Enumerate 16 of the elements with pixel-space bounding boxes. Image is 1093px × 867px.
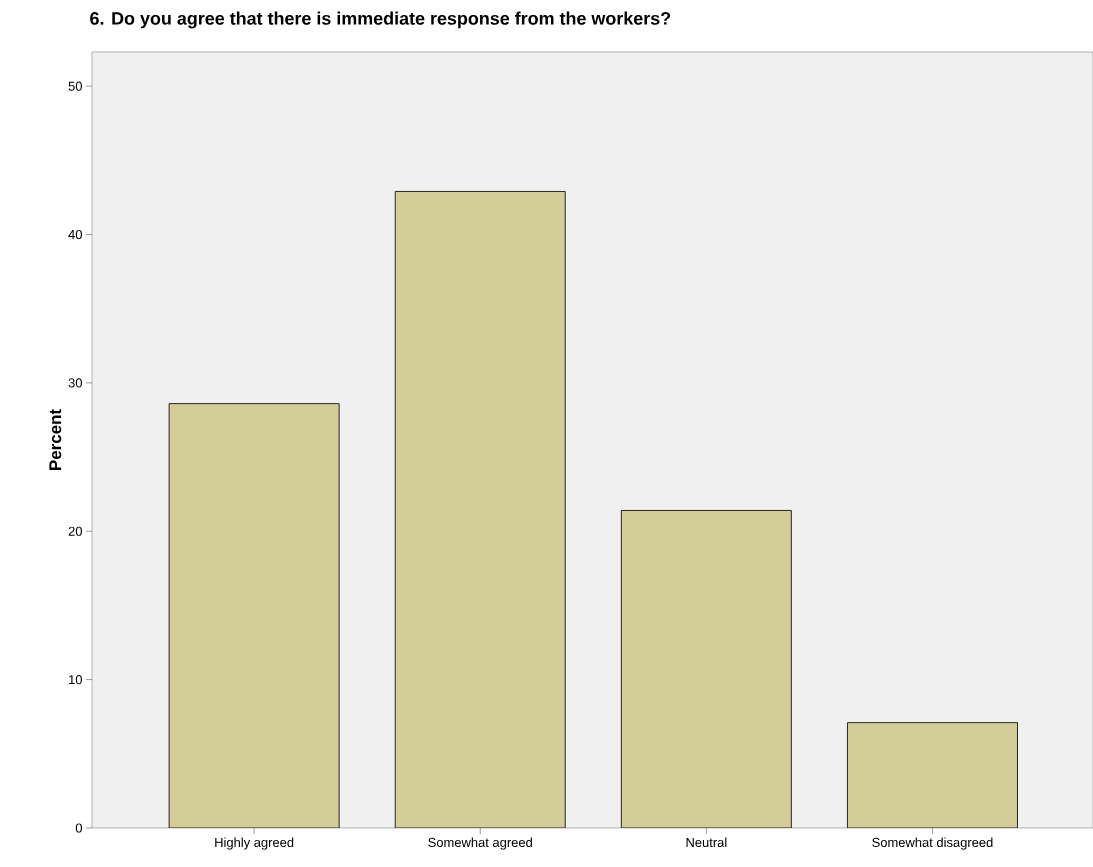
bar [620,509,792,828]
bar [394,190,566,828]
x-tick-label: Highly agreed [215,837,294,850]
bar [169,403,340,828]
y-tick-label: 40 [68,229,82,240]
y-tick-label: 10 [69,675,82,685]
bar [846,722,1018,828]
y-tick-label: 20 [68,526,82,536]
y-axis-title: Percent [49,409,62,470]
x-tick-label: Somewhat disagreed [872,837,993,850]
x-tick-label: Neutral [686,837,727,848]
y-tick-label: 0 [75,823,82,833]
chart-title: 6. Do you agree that there is immediate response from the workers? [90,11,671,29]
y-tick-label: 50 [68,81,82,91]
y-tick-label: 30 [68,378,82,388]
x-tick-label: Somewhat agreed [428,837,532,850]
